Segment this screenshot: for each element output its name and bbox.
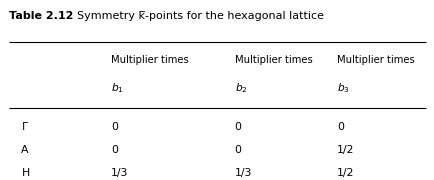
Text: Γ: Γ (21, 122, 27, 132)
Text: 0: 0 (336, 122, 343, 132)
Text: 1/3: 1/3 (111, 168, 128, 178)
Text: A: A (21, 145, 29, 155)
Text: Table 2.12: Table 2.12 (9, 11, 73, 21)
Text: 1/3: 1/3 (234, 168, 251, 178)
Text: $b_3$: $b_3$ (336, 81, 349, 95)
Text: 0: 0 (111, 145, 118, 155)
Text: 0: 0 (111, 122, 118, 132)
Text: 1/2: 1/2 (336, 168, 353, 178)
Text: Multiplier times: Multiplier times (234, 55, 312, 65)
Text: 0: 0 (234, 122, 241, 132)
Text: $b_2$: $b_2$ (234, 81, 247, 95)
Text: Multiplier times: Multiplier times (336, 55, 414, 65)
Text: 1/2: 1/2 (336, 145, 353, 155)
Text: 0: 0 (234, 145, 241, 155)
Text: $b_1$: $b_1$ (111, 81, 123, 95)
Text: H: H (21, 168, 30, 178)
Text: Symmetry k̅-points for the hexagonal lattice: Symmetry k̅-points for the hexagonal lat… (70, 11, 324, 21)
Text: Multiplier times: Multiplier times (111, 55, 188, 65)
